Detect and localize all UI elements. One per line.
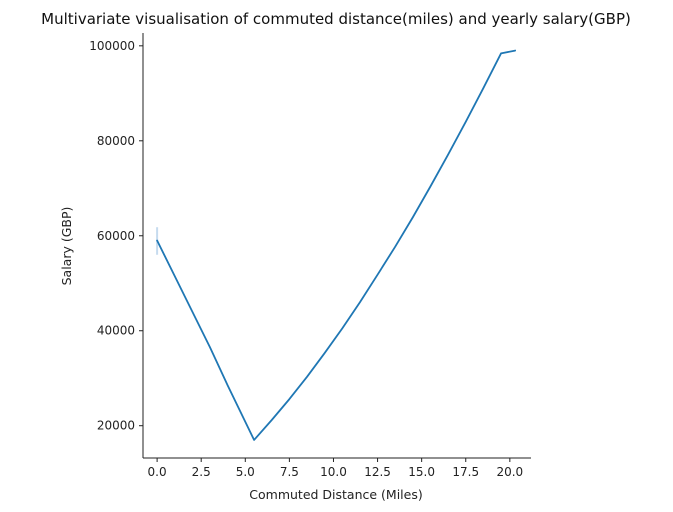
- y-tick-label: 40000: [97, 324, 135, 338]
- x-tick-label: 10.0: [320, 465, 347, 479]
- y-axis-label: Salary (GBP): [59, 207, 74, 286]
- x-tick-label: 2.5: [192, 465, 211, 479]
- y-tick-label: 100000: [89, 39, 135, 53]
- y-tick-label: 80000: [97, 134, 135, 148]
- chart-title: Multivariate visualisation of commuted d…: [41, 10, 631, 28]
- x-axis-label: Commuted Distance (Miles): [249, 487, 422, 502]
- y-tick-label: 60000: [97, 229, 135, 243]
- x-tick-label: 7.5: [280, 465, 299, 479]
- series-line-0: [156, 49, 517, 441]
- x-tick-label: 0.0: [148, 465, 167, 479]
- x-tick-label: 17.5: [452, 465, 479, 479]
- x-tick-label: 12.5: [364, 465, 391, 479]
- axes: 0.0 2.5 5.0 7.5 10.0 12.5 15.0 17.5 20.0 20000 400…: [89, 33, 531, 479]
- plot-area: [156, 49, 517, 441]
- x-tick-label: 15.0: [408, 465, 435, 479]
- x-tick-label: 20.0: [496, 465, 523, 479]
- y-tick-label: 20000: [97, 419, 135, 433]
- x-tick-label: 5.0: [236, 465, 255, 479]
